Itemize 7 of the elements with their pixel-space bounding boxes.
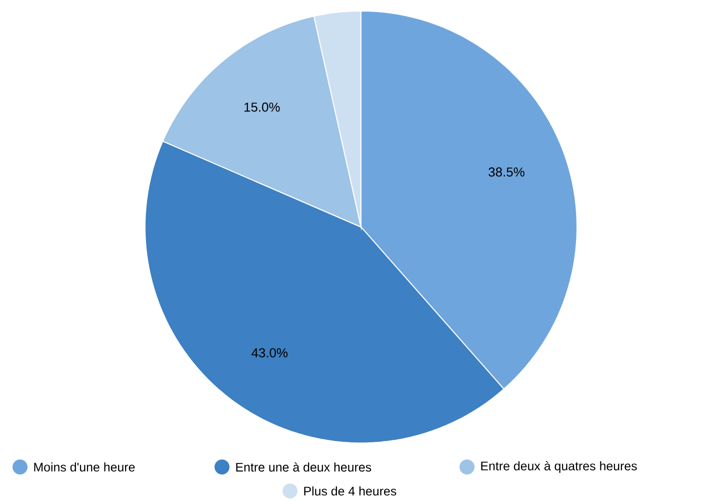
legend-label: Entre une à deux heures <box>236 462 372 472</box>
data-label: 15.0% <box>244 102 280 112</box>
data-label: 38.5% <box>488 167 524 177</box>
legend-label: Plus de 4 heures <box>304 486 396 496</box>
data-label: 43.0% <box>252 348 288 358</box>
legend-label: Entre deux à quatres heures <box>481 461 637 473</box>
legend-label: Moins d'une heure <box>34 462 135 472</box>
